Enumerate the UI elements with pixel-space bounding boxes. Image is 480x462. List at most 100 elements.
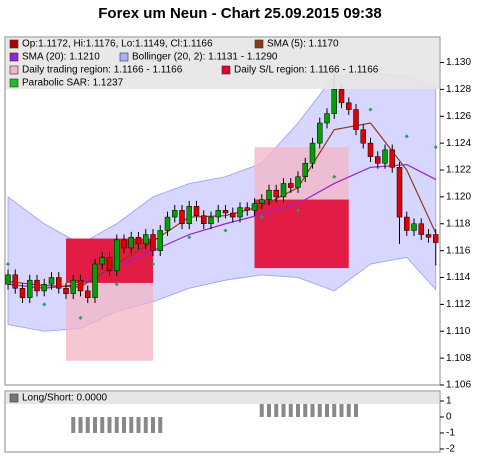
candle-body [237,207,243,218]
legend-swatch [9,65,19,75]
candle-body [27,279,33,298]
candle-body [259,199,265,204]
bar [310,400,315,417]
candle-body [208,216,214,225]
candle-body [360,129,366,144]
y-tick-label: 1.116 [446,245,471,256]
candle-body [411,223,417,231]
candle-body [317,122,323,144]
candle-body [143,234,149,245]
candle-body [418,223,424,235]
bar [274,400,279,417]
candle-body [280,183,287,198]
candle-body [302,163,308,177]
candle-body [215,210,221,218]
candle-body [150,234,156,251]
legend-swatch [9,78,19,88]
candle-body [353,109,359,130]
y-tick-label: 1.128 [446,84,471,95]
legend-swatch [9,39,19,49]
bar [339,400,344,417]
y-tick-label: -2 [446,444,455,455]
candle-body [34,279,40,292]
bar [259,400,264,417]
sar-dot [332,174,337,179]
sar-dot [433,145,438,150]
y-tick-label: 1.122 [446,165,471,176]
candle-body [70,279,76,294]
sar-dot [151,262,155,267]
sar-dot [78,315,83,320]
legend-label: Long/Short: 0.0000 [22,393,108,404]
candle-body [222,210,229,214]
y-tick-label: 1.120 [446,192,471,203]
candle-body [56,277,62,289]
candle-body [338,89,345,104]
bar [71,416,76,433]
candle-body [404,216,410,231]
legend-label: Daily trading region: 1.1166 - 1.1166 [22,65,183,76]
candle-body [92,263,98,298]
legend-swatch [9,52,19,62]
y-tick-label: 1.110 [446,326,471,337]
candle-body [193,206,200,216]
y-tick-label: 0 [446,412,452,423]
candle-body [346,102,352,110]
y-tick-label: 1 [446,396,452,407]
legend-swatch [254,39,264,49]
bar [129,416,134,433]
candle-body [396,167,403,218]
candle-body [157,230,163,251]
y-tick-label: 1.124 [446,138,471,149]
chart-title: Forex um Neun - Chart 25.09.2015 09:38 [98,5,381,22]
sar-dot [187,235,192,240]
legend-swatch [221,65,231,75]
legend-label: Parabolic SAR: 1.1237 [22,78,124,89]
legend-box [6,38,439,89]
y-tick-label: 1.112 [446,299,471,310]
candle-body [266,189,272,200]
candle-body [375,156,381,164]
bar [281,400,286,417]
candle-body [186,206,192,225]
candle-body [48,277,55,285]
candle-body [164,216,171,231]
candle-body [295,176,301,188]
candle-body [425,234,432,238]
y-tick-label: 1.108 [446,353,471,364]
sar-dot [296,208,300,213]
bar [325,400,329,417]
sar-dot [114,282,119,287]
candle-body [114,239,120,272]
candle-body [63,288,69,294]
bar [346,400,351,417]
candle-body [273,189,279,198]
bar [303,400,308,417]
y-tick-label: 1.106 [446,380,471,391]
sar-dot [6,262,10,267]
candle-body [230,212,236,218]
bar [100,416,105,433]
bar [317,400,322,417]
bar [136,416,141,433]
sar-dot [42,302,47,307]
bar [354,400,358,417]
bar [93,416,97,433]
candle-body [77,279,84,292]
candle-body [288,183,294,188]
bar [78,416,83,433]
sar-dot [368,107,373,112]
bar [114,416,119,433]
candle-body [324,113,330,124]
candle-body [41,283,47,292]
candle-body [433,234,439,243]
sar-dot [223,228,228,233]
sar-dot [259,215,264,220]
y-tick-label: 1.130 [446,57,471,68]
legend-swatch [9,393,19,403]
bar [158,416,163,433]
bar [151,416,155,433]
bar [107,416,112,433]
candle-body [244,207,250,211]
